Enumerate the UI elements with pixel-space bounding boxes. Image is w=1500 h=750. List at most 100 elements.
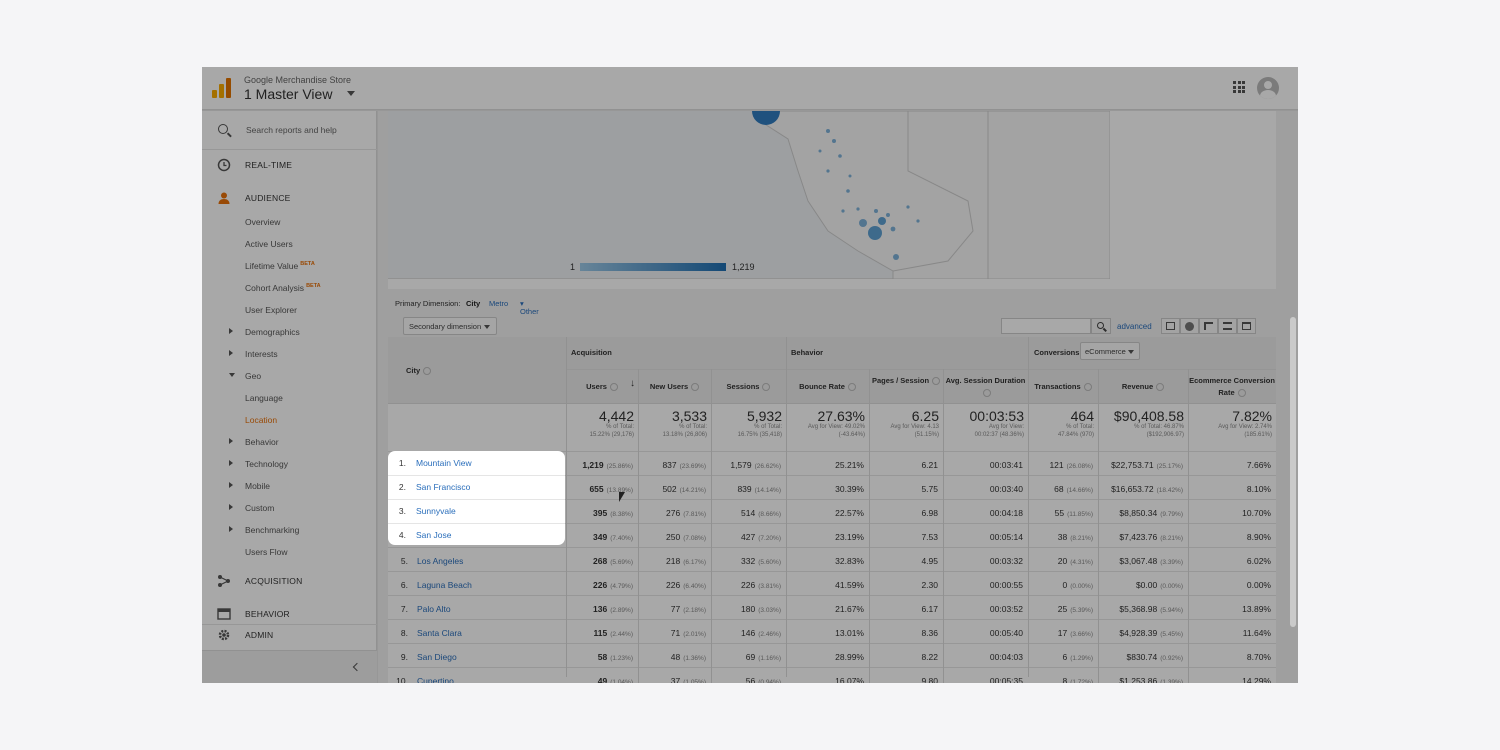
column-header-bounce-rate[interactable]: Bounce Rate bbox=[786, 381, 869, 393]
metric-percent: (8.38%) bbox=[610, 511, 633, 518]
metric-percent: (5.94%) bbox=[1160, 607, 1183, 614]
metric-cell: 146 (2.46%) bbox=[741, 628, 781, 638]
metric-percent: (1.72%) bbox=[1070, 679, 1093, 683]
chevron-right-icon[interactable] bbox=[229, 328, 233, 334]
conversions-select[interactable]: eCommerce bbox=[1080, 342, 1140, 360]
metric-cell: 6.21 bbox=[921, 460, 938, 470]
city-link[interactable]: Palo Alto bbox=[417, 604, 451, 614]
dimension-metro[interactable]: Metro bbox=[489, 299, 509, 308]
sidebar-item-demographics[interactable]: Demographics bbox=[245, 327, 300, 337]
avatar[interactable] bbox=[1257, 77, 1279, 99]
table-search-input[interactable] bbox=[1001, 318, 1091, 334]
collapse-sidebar-button[interactable] bbox=[202, 650, 377, 683]
row-index: 2. bbox=[398, 482, 406, 492]
column-header-city[interactable]: City bbox=[406, 366, 432, 376]
analytics-logo[interactable] bbox=[212, 78, 232, 98]
caret-down-icon[interactable] bbox=[347, 91, 355, 96]
sidebar-item-cohort-analysis[interactable]: Cohort Analysis BETA bbox=[245, 283, 321, 293]
secondary-dimension-label: Secondary dimension bbox=[409, 322, 482, 331]
city-link[interactable]: Santa Clara bbox=[417, 628, 462, 638]
column-header-transactions[interactable]: Transactions bbox=[1028, 381, 1098, 393]
metric-percent: (5.60%) bbox=[758, 559, 781, 566]
sidebar-item-custom[interactable]: Custom bbox=[245, 503, 275, 513]
comparison-view-button[interactable] bbox=[1218, 318, 1237, 334]
sidebar-item-label: BEHAVIOR bbox=[245, 609, 290, 619]
city-link[interactable]: San Diego bbox=[417, 652, 457, 662]
sidebar-item-active-users[interactable]: Active Users bbox=[245, 239, 293, 249]
sidebar-item-label: REAL-TIME bbox=[245, 160, 293, 170]
sidebar-item-benchmarking[interactable]: Benchmarking bbox=[245, 525, 300, 535]
map-canvas[interactable]: 1 1,219 bbox=[388, 111, 1110, 279]
column-divider bbox=[638, 369, 639, 683]
sidebar-item-realtime[interactable]: REAL-TIME bbox=[202, 155, 377, 175]
sidebar-item-audience[interactable]: AUDIENCE bbox=[202, 188, 377, 208]
pivot-view-button[interactable] bbox=[1237, 318, 1256, 334]
column-header-avg-session-duration[interactable]: Avg. Session Duration bbox=[943, 375, 1028, 399]
sidebar-item-users-flow[interactable]: Users Flow bbox=[245, 547, 288, 557]
metric-cell: $830.74 (0.92%) bbox=[1127, 652, 1184, 662]
sidebar-item-geo[interactable]: Geo bbox=[245, 371, 262, 381]
sidebar-item-lifetime-value[interactable]: Lifetime Value BETA bbox=[245, 261, 315, 271]
sidebar-item-overview[interactable]: Overview bbox=[245, 217, 281, 227]
city-link[interactable]: Mountain View bbox=[416, 458, 472, 468]
map-legend-max: 1,219 bbox=[732, 262, 755, 272]
table-search-button[interactable] bbox=[1091, 318, 1111, 334]
city-link[interactable]: Sunnyvale bbox=[416, 506, 456, 516]
chevron-right-icon[interactable] bbox=[229, 482, 233, 488]
metric-cell: 25 (5.39%) bbox=[1058, 604, 1093, 614]
sidebar-item-language[interactable]: Language bbox=[245, 393, 283, 403]
scrollbar[interactable] bbox=[1290, 317, 1296, 627]
chevron-right-icon[interactable] bbox=[229, 526, 233, 532]
sidebar-item-technology[interactable]: Technology bbox=[245, 459, 289, 469]
sidebar-item-location[interactable]: Location bbox=[245, 415, 278, 425]
chevron-right-icon[interactable] bbox=[229, 504, 233, 510]
sidebar-item-admin[interactable]: ADMIN bbox=[202, 624, 377, 644]
city-link[interactable]: Los Angeles bbox=[417, 556, 464, 566]
column-header-label: Ecommerce Conversion Rate bbox=[1189, 376, 1275, 397]
apps-grid-icon[interactable] bbox=[1233, 81, 1245, 93]
chevron-right-icon[interactable] bbox=[229, 350, 233, 356]
metric-value: 38 bbox=[1057, 532, 1068, 542]
pie-view-button[interactable] bbox=[1180, 318, 1199, 334]
city-link[interactable]: Cupertino bbox=[417, 676, 454, 683]
metric-cell: 21.67% bbox=[835, 604, 864, 614]
sidebar-item-interests[interactable]: Interests bbox=[245, 349, 278, 359]
chevron-right-icon[interactable] bbox=[229, 438, 233, 444]
city-link[interactable]: Laguna Beach bbox=[417, 580, 472, 590]
total-compare: Avg for View: 4.13 bbox=[890, 424, 939, 430]
row-index: 5. bbox=[400, 556, 408, 566]
metric-value: 115 bbox=[593, 628, 608, 638]
sidebar-item-acquisition[interactable]: ACQUISITION bbox=[202, 571, 377, 591]
column-header-ecommerce-conversion-rate[interactable]: Ecommerce Conversion Rate bbox=[1188, 375, 1276, 399]
secondary-dimension-select[interactable]: Secondary dimension bbox=[403, 317, 497, 335]
table-row: 7. Palo Alto 136 (2.89%) 77 (2.18%) 180 (3.03%)… bbox=[388, 595, 1276, 619]
metric-value: $1,253.86 bbox=[1119, 676, 1158, 683]
sidebar-search[interactable]: Search reports and help bbox=[202, 111, 377, 150]
city-link[interactable]: San Francisco bbox=[416, 482, 471, 492]
column-header-revenue[interactable]: Revenue bbox=[1098, 381, 1188, 393]
chevron-right-icon[interactable] bbox=[229, 460, 233, 466]
city-link[interactable]: San Jose bbox=[416, 530, 452, 540]
dimension-city[interactable]: City bbox=[466, 299, 481, 308]
column-header-pages-session[interactable]: Pages / Session bbox=[869, 375, 943, 387]
total-value: 6.25 bbox=[911, 408, 939, 424]
help-icon bbox=[1237, 389, 1246, 398]
performance-view-button[interactable] bbox=[1199, 318, 1218, 334]
metric-cell: $16,653.72 (18.42%) bbox=[1111, 484, 1183, 494]
row-index: 1. bbox=[398, 458, 406, 468]
sidebar-item-mobile[interactable]: Mobile bbox=[245, 481, 271, 491]
dimension-other[interactable]: Other ▾ bbox=[520, 299, 539, 316]
column-header-users[interactable]: Users bbox=[566, 381, 638, 393]
view-selector[interactable]: 1 Master View bbox=[244, 86, 333, 102]
table-view-button[interactable] bbox=[1161, 318, 1180, 334]
sidebar-item-user-explorer[interactable]: User Explorer bbox=[245, 305, 297, 315]
column-header-new-users[interactable]: New Users bbox=[638, 381, 711, 393]
column-header-sessions[interactable]: Sessions bbox=[711, 381, 786, 393]
sidebar-item-behavior[interactable]: Behavior bbox=[245, 437, 279, 447]
metric-cell: 00:03:32 bbox=[990, 556, 1023, 566]
sort-desc-icon[interactable]: ↓ bbox=[630, 378, 635, 389]
advanced-filter-link[interactable]: advanced bbox=[1117, 322, 1152, 331]
chevron-down-icon[interactable] bbox=[229, 373, 235, 377]
metric-cell: 10.70% bbox=[1242, 508, 1271, 518]
sidebar-item-behavior-section[interactable]: BEHAVIOR bbox=[202, 604, 377, 624]
